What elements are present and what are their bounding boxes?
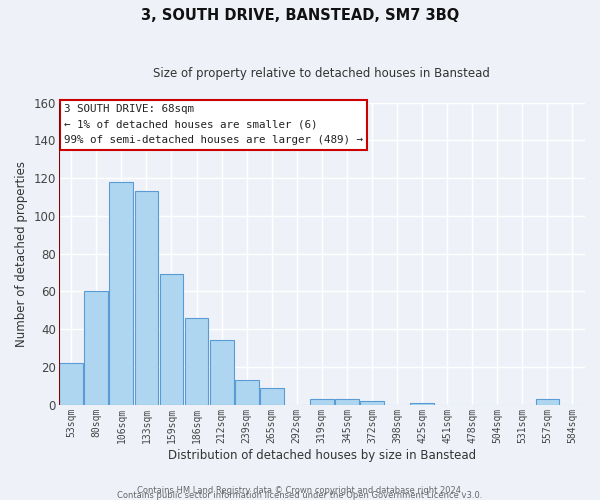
Bar [109,182,133,404]
Bar [260,388,284,404]
Bar [85,292,108,405]
Bar [210,340,233,404]
Text: 3, SOUTH DRIVE, BANSTEAD, SM7 3BQ: 3, SOUTH DRIVE, BANSTEAD, SM7 3BQ [141,8,459,22]
Text: Contains public sector information licensed under the Open Government Licence v3: Contains public sector information licen… [118,491,482,500]
Bar [536,399,559,404]
X-axis label: Distribution of detached houses by size in Banstead: Distribution of detached houses by size … [168,450,476,462]
Bar [160,274,184,404]
Bar [310,399,334,404]
Y-axis label: Number of detached properties: Number of detached properties [15,160,28,346]
Bar [185,318,208,404]
Title: Size of property relative to detached houses in Banstead: Size of property relative to detached ho… [154,68,490,80]
Bar [59,363,83,405]
Text: 3 SOUTH DRIVE: 68sqm
← 1% of detached houses are smaller (6)
99% of semi-detache: 3 SOUTH DRIVE: 68sqm ← 1% of detached ho… [64,104,363,145]
Bar [134,191,158,404]
Bar [410,402,434,404]
Text: Contains HM Land Registry data © Crown copyright and database right 2024.: Contains HM Land Registry data © Crown c… [137,486,463,495]
Bar [235,380,259,404]
Bar [360,401,384,404]
Bar [335,399,359,404]
